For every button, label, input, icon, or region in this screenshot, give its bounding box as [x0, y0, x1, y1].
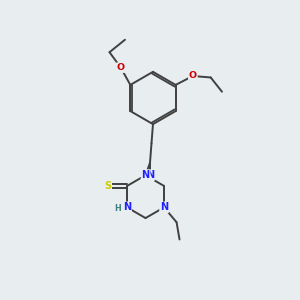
Text: N: N [123, 202, 131, 212]
Text: H: H [115, 204, 122, 213]
Text: N: N [146, 170, 154, 180]
Text: N: N [142, 170, 150, 180]
Text: O: O [117, 63, 125, 72]
Text: S: S [104, 181, 111, 191]
Text: O: O [189, 71, 197, 80]
Text: N: N [160, 202, 168, 212]
